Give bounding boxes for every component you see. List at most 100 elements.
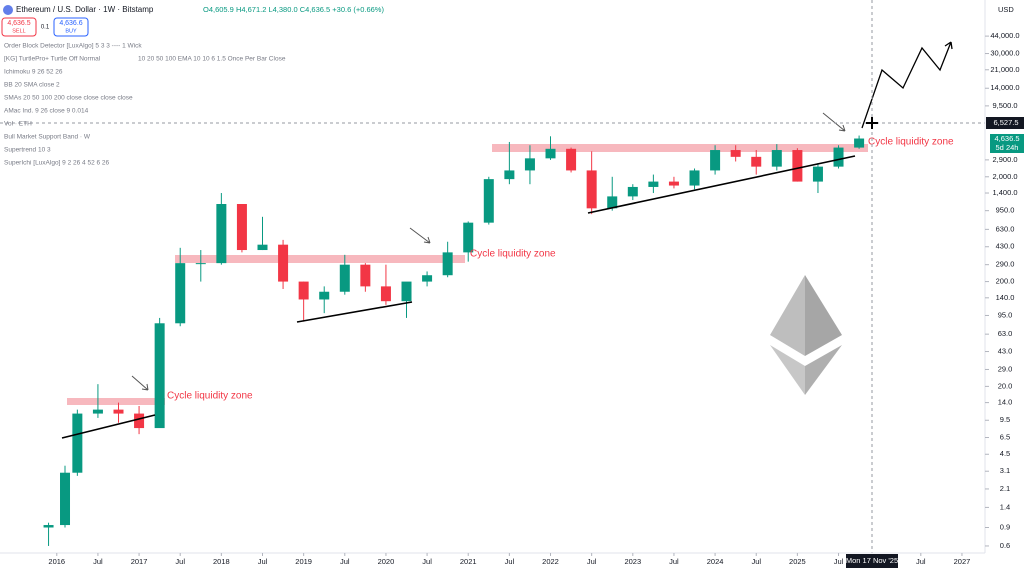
sell-button[interactable]: [1, 17, 37, 37]
candle-body: [545, 148, 556, 159]
x-tick-label: 2021: [460, 557, 477, 566]
y-tick-label: 2.1: [1000, 484, 1010, 493]
y-tick-label: 6.5: [1000, 433, 1010, 442]
indicator-label: Bull Market Support Band · W: [4, 134, 91, 141]
candle-body: [154, 323, 165, 429]
x-tick-label: 2020: [378, 557, 395, 566]
symbol: Ethereum / U.S. Dollar · 1W · Bitstamp: [16, 5, 154, 14]
buy-button[interactable]: [53, 17, 89, 37]
sell-price: 4,636.5: [7, 20, 30, 27]
candle-body: [422, 275, 433, 282]
candle-body: [401, 281, 412, 302]
buy-label: BUY: [65, 28, 77, 34]
x-tick-label: 2019: [295, 557, 312, 566]
y-tick-label: 2,000.0: [992, 172, 1017, 181]
x-tick-label: 2022: [542, 557, 559, 566]
x-tick-label: 2027: [954, 557, 971, 566]
y-tick-label: 21,000.0: [990, 65, 1019, 74]
x-tick-label: 2025: [789, 557, 806, 566]
y-tick-label: 290.0: [996, 260, 1015, 269]
y-tick-label: 430.0: [996, 242, 1015, 251]
y-tick-label: 43.0: [998, 347, 1013, 356]
candle-body: [668, 181, 679, 186]
indicator-label: Vol · ETH: [4, 121, 32, 128]
candle-body: [833, 147, 844, 167]
candle-body: [236, 203, 247, 251]
candle-body: [648, 181, 659, 187]
candle-body: [627, 186, 638, 197]
candle-body: [319, 291, 330, 300]
trendline: [61, 414, 156, 439]
candle-body: [463, 222, 474, 253]
candle-body: [175, 263, 186, 324]
x-tick-label: Jul: [340, 557, 350, 566]
projection-path: [861, 41, 953, 129]
trendline: [296, 301, 413, 323]
y-tick-label: 3.1: [1000, 466, 1010, 475]
x-tick-label: Jul: [175, 557, 185, 566]
liquidity-zone: [492, 144, 868, 152]
x-tick-label: Jul: [93, 557, 103, 566]
candle-body: [43, 525, 54, 528]
candles: [43, 135, 865, 546]
candle-body: [298, 281, 309, 300]
x-tick-label: Jul: [258, 557, 268, 566]
candle-body: [380, 286, 391, 302]
y-tick-label: 14.0: [998, 398, 1013, 407]
candle-body: [483, 179, 494, 223]
y-tick-label: 14,000.0: [990, 83, 1019, 92]
indicator-label: SMAs 20 50 100 200 close close close clo…: [4, 95, 133, 102]
y-tick-label: 29.0: [998, 364, 1013, 373]
candle-body: [216, 203, 227, 264]
symbol-icon: [3, 5, 13, 15]
candle-body: [195, 263, 206, 265]
last-price: 4,636.5: [994, 134, 1019, 143]
candle-body: [710, 150, 721, 171]
candle-body: [72, 413, 83, 473]
candle-body: [257, 244, 268, 251]
candle-body: [771, 150, 782, 167]
y-tick-label: 63.0: [998, 329, 1013, 338]
candle-body: [689, 170, 700, 186]
candle-body: [792, 150, 803, 182]
y-tick-label: 1.4: [1000, 502, 1010, 511]
candle-body: [812, 166, 823, 182]
x-tick-label: Jul: [422, 557, 432, 566]
crosshair-date-box: [846, 554, 898, 568]
x-tick-label: Jul: [505, 557, 515, 566]
indicator-extra: 10 20 50 100 EMA 10 10 6 1.5 Once Per Ba…: [138, 56, 286, 63]
candle-body: [113, 409, 124, 414]
cursor: [866, 117, 878, 129]
indicator-label: AMac Ind. 9 26 close 9 0.014: [4, 108, 89, 115]
candle-body: [566, 148, 577, 171]
candle-body: [504, 170, 515, 180]
sell-label: SELL: [12, 28, 25, 34]
y-tick-label: 9,500.0: [992, 101, 1017, 110]
y-tick-label: 44,000.0: [990, 31, 1019, 40]
y-tick-label: 95.0: [998, 310, 1013, 319]
price-axis: [985, 0, 1024, 571]
x-tick-label: 2024: [707, 557, 724, 566]
currency: USD: [998, 5, 1014, 14]
y-tick-label: 0.9: [1000, 522, 1010, 531]
last-price-box: [990, 134, 1024, 153]
indicator-label: SuperIchi [LuxAlgo] 9 2 26 4 52 6 26: [4, 160, 110, 167]
y-tick-label: 630.0: [996, 224, 1015, 233]
countdown: 5d 24h: [996, 143, 1019, 152]
y-tick-label: 20.0: [998, 381, 1013, 390]
arrows: [131, 112, 846, 391]
eth-logo: [770, 275, 842, 395]
x-tick-label: Jul: [587, 557, 597, 566]
candle-body: [730, 150, 741, 157]
annotation: Cycle liquidity zone: [868, 137, 954, 148]
candle-body: [442, 252, 453, 276]
y-tick-label: 1,400.0: [992, 188, 1017, 197]
y-tick-label: 2,900.0: [992, 155, 1017, 164]
spread: 0.1: [41, 25, 50, 31]
candle-body: [92, 409, 103, 414]
crosshair-date: Mon 17 Nov '25: [846, 556, 898, 565]
indicator-label: Ichimoku 9 26 52 26: [4, 69, 63, 76]
candle-body: [134, 413, 145, 429]
